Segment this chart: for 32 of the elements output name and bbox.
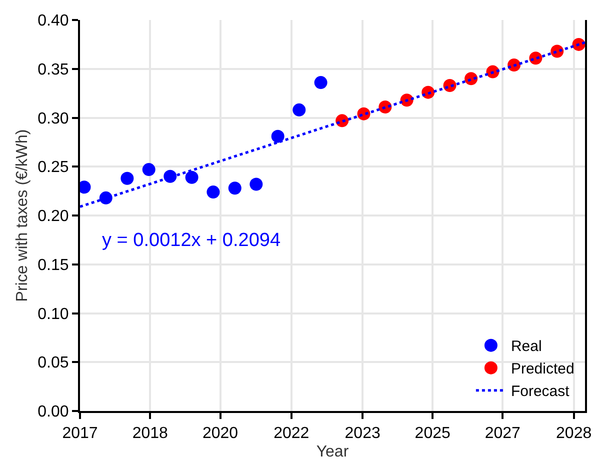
- point: [228, 182, 242, 195]
- point: [292, 103, 306, 116]
- x-tick-label: 2017: [62, 425, 98, 442]
- point: [271, 130, 284, 143]
- y-tick-label: 0.20: [38, 208, 69, 226]
- point: [206, 186, 220, 199]
- x-tick-label: 2022: [274, 425, 310, 442]
- y-tick-label: 0.35: [38, 61, 69, 78]
- y-tick-label: 0.15: [38, 256, 69, 274]
- y-tick-label: 0.40: [38, 12, 69, 30]
- point: [142, 163, 156, 176]
- x-tick-label: 2018: [132, 425, 168, 442]
- point: [250, 178, 263, 191]
- y-tick-label: 0.05: [38, 354, 69, 372]
- legend-label: Forecast: [510, 383, 570, 400]
- x-axis-title: Year: [316, 443, 350, 460]
- point: [120, 172, 134, 185]
- y-tick-label: 0.10: [38, 306, 69, 323]
- y-tick-label: 0.30: [38, 110, 69, 128]
- legend-label: Real: [510, 338, 542, 356]
- x-tick-label: 2020: [202, 425, 238, 442]
- y-tick-label: 0.25: [38, 159, 69, 176]
- y-axis-title: Price with taxes (€/kWh): [14, 129, 32, 302]
- x-tick-label: 2028: [556, 425, 592, 442]
- x-tick-label: 2027: [484, 425, 521, 442]
- point: [314, 76, 328, 90]
- annotation: y = 0.0012x + 0.2094: [102, 230, 281, 251]
- x-tick-label: 2025: [414, 425, 450, 442]
- legend-label: Predicted: [510, 360, 574, 378]
- y-tick-label: 0.00: [38, 404, 69, 421]
- x-tick-label: 2023: [344, 425, 380, 442]
- point: [185, 170, 198, 184]
